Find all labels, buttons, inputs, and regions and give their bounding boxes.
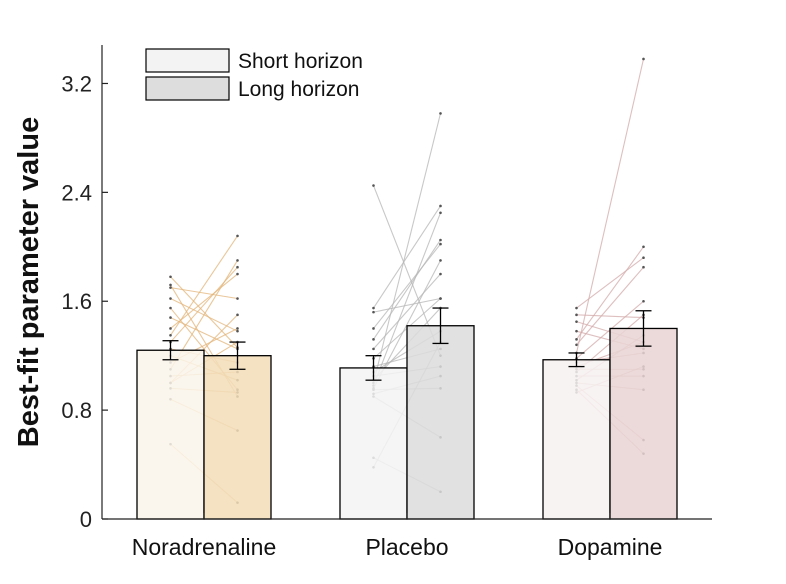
individual-line: [576, 257, 644, 309]
individual-point: [439, 211, 442, 215]
individual-point: [169, 297, 172, 300]
y-tick-label: 3.2: [61, 71, 92, 96]
individual-point: [372, 327, 375, 330]
error-bars-layer: [162, 307, 652, 381]
individual-point: [169, 306, 172, 310]
individual-line: [170, 235, 238, 336]
bar-long-horizon: [203, 355, 272, 520]
individual-point: [372, 310, 375, 314]
individual-point: [236, 234, 239, 238]
individual-point: [575, 343, 578, 347]
individual-point: [439, 112, 442, 115]
bar-long-horizon: [609, 327, 678, 520]
bar-short-horizon: [136, 349, 205, 520]
legend-swatch-long: [145, 76, 230, 101]
individual-line: [576, 246, 644, 340]
y-tick-label: 0.8: [61, 398, 92, 423]
individual-line: [373, 297, 441, 313]
individual-line: [373, 239, 441, 340]
individual-point: [236, 259, 239, 262]
individual-point: [372, 338, 375, 341]
individual-point: [642, 57, 645, 61]
individual-point: [372, 306, 375, 310]
individual-point: [439, 297, 442, 300]
individual-point: [236, 272, 239, 276]
individual-point: [236, 297, 239, 300]
x-category-label: Noradrenaline: [132, 534, 276, 560]
individual-point: [169, 333, 172, 337]
individual-point: [236, 329, 239, 333]
individual-point: [372, 347, 375, 351]
individual-point: [575, 320, 578, 323]
individual-point: [439, 259, 442, 262]
individual-point: [439, 204, 442, 208]
individual-line: [373, 205, 441, 309]
individual-point: [575, 338, 578, 341]
individual-point: [169, 327, 172, 330]
individual-point: [236, 265, 239, 269]
y-tick-label: 0: [80, 507, 92, 532]
individual-point: [642, 265, 645, 269]
individual-point: [642, 299, 645, 303]
y-tick-label: 2.4: [61, 180, 92, 205]
individual-point: [169, 316, 172, 319]
individual-line: [372, 113, 442, 384]
legend-swatch-short: [145, 48, 230, 73]
y-ticks-layer: 0 0.8 1.6 2.4 3.2: [61, 71, 108, 532]
x-categories-layer: Noradrenaline Placebo Dopamine: [132, 513, 663, 560]
individual-point: [439, 242, 442, 246]
individual-line: [170, 266, 238, 343]
bars-layer: [136, 325, 678, 520]
y-axis-title: Best-fit parameter value: [13, 117, 45, 447]
individual-line: [373, 260, 441, 389]
bar-short-horizon: [542, 359, 611, 520]
x-category-label: Placebo: [365, 534, 448, 560]
individual-line: [170, 287, 238, 300]
individual-line: [170, 317, 238, 350]
individual-point: [236, 313, 239, 317]
individual-point: [575, 313, 578, 317]
individual-point: [642, 245, 645, 249]
individual-point: [169, 283, 172, 287]
individual-line: [372, 212, 442, 386]
individual-point: [169, 275, 172, 279]
x-category-label: Dopamine: [558, 534, 663, 560]
individual-point: [642, 256, 645, 259]
individual-line: [576, 266, 644, 346]
individual-point: [575, 329, 578, 333]
individual-point: [439, 272, 442, 276]
legend-label-short: Short horizon: [238, 50, 363, 73]
individual-line: [170, 276, 238, 348]
individual-point: [169, 286, 172, 289]
bar-short-horizon: [339, 367, 408, 520]
legend-label-long: Long horizon: [238, 78, 359, 101]
y-tick-label: 1.6: [61, 289, 92, 314]
legend: Short horizon Long horizon: [145, 48, 363, 101]
bar-long-horizon: [406, 325, 475, 520]
individual-line: [576, 314, 644, 319]
individual-point: [439, 238, 442, 242]
individual-line: [575, 58, 645, 354]
individual-point: [575, 306, 578, 310]
individual-point: [372, 184, 375, 187]
individual-line: [373, 243, 441, 329]
individual-point: [236, 327, 239, 330]
